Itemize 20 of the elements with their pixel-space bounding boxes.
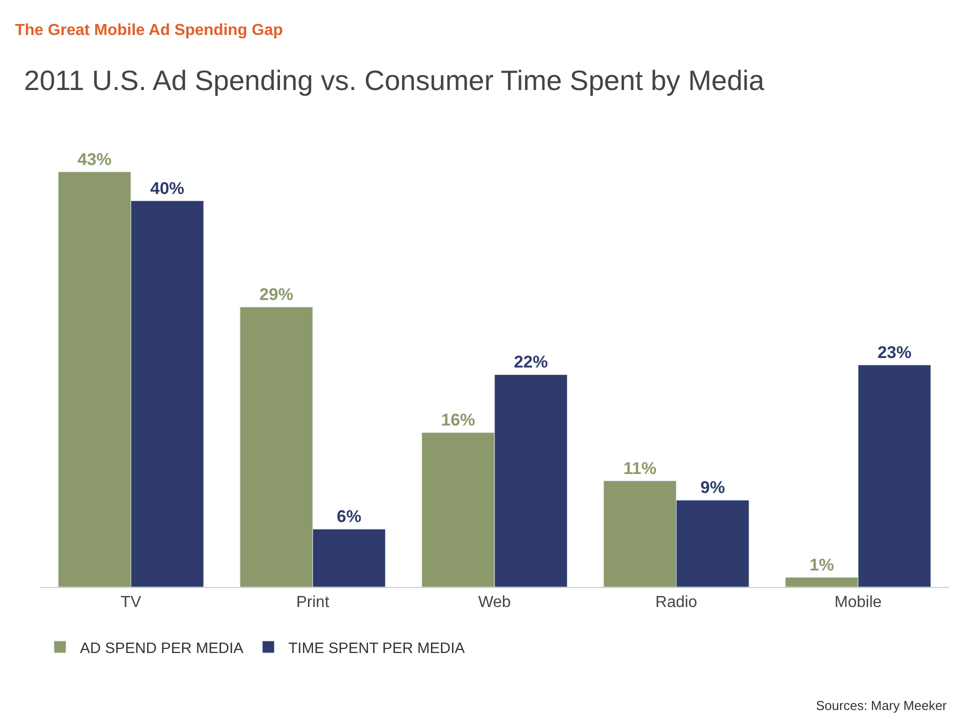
source-note: Sources: Mary Meeker — [816, 698, 948, 713]
x-tick-label: Print — [296, 594, 330, 612]
data-label: 29% — [259, 285, 294, 304]
data-label: 1% — [809, 555, 834, 574]
legend-label: AD SPEND PER MEDIA — [80, 640, 244, 657]
x-tick-label: Mobile — [834, 594, 882, 612]
x-tick-label: Web — [478, 594, 511, 612]
data-label: 43% — [78, 150, 112, 169]
chart-subtitle: 2011 U.S. Ad Spending vs. Consumer Time Spent by Media — [24, 65, 765, 96]
x-tick-label: Radio — [655, 594, 698, 612]
data-label: 23% — [877, 342, 912, 362]
x-tick-label: TV — [120, 594, 142, 612]
data-label: 9% — [700, 478, 725, 498]
data-label: 16% — [441, 410, 476, 430]
data-label: 22% — [514, 352, 548, 372]
data-label: 40% — [150, 178, 184, 198]
legend-label: TIME SPENT PER MEDIA — [288, 640, 465, 657]
data-label: 6% — [336, 507, 362, 526]
data-label: 11% — [623, 458, 656, 478]
chart-title: The Great Mobile Ad Spending Gap — [15, 22, 284, 39]
